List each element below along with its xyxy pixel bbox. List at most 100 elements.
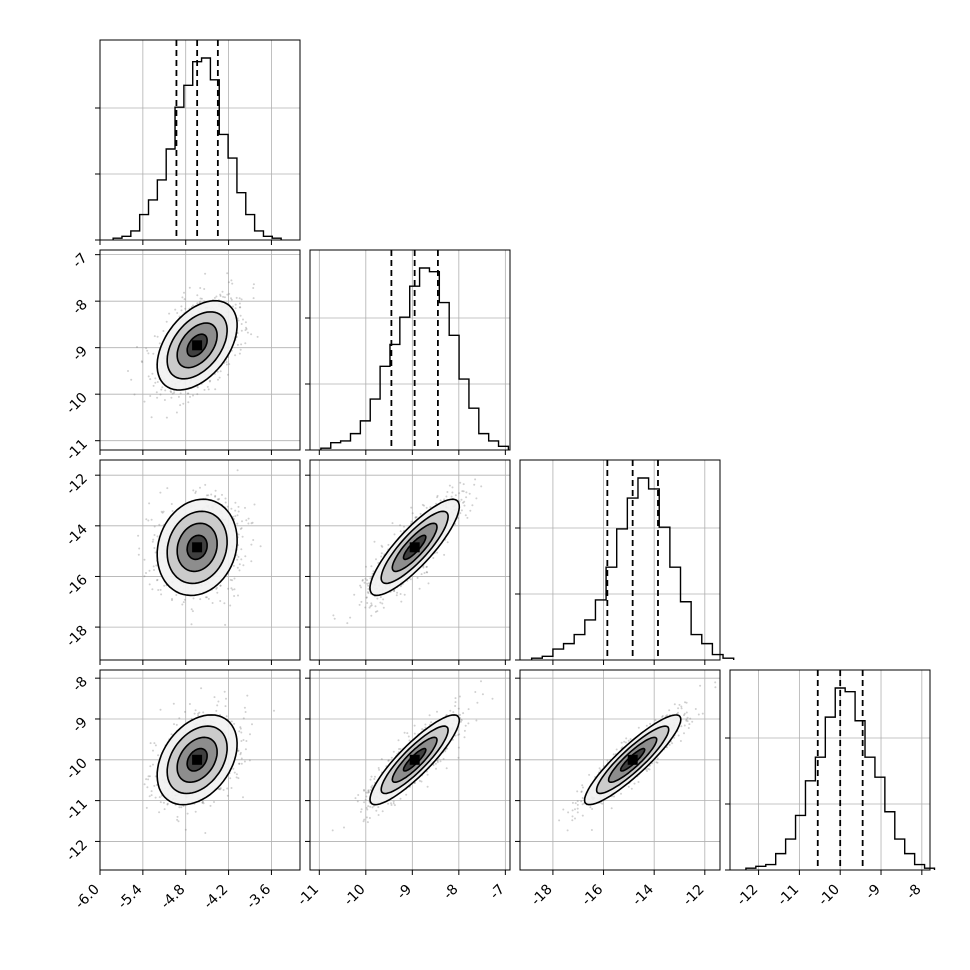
panel-1-0-sample-point [136,346,138,348]
panel-3-1-sample-point [360,808,363,811]
panel-2-1-sample-point [379,596,382,599]
panel-2-1-sample-point [364,577,367,580]
panel-2-1-sample-point [439,499,442,502]
panel-1-0-sample-point [226,272,229,275]
panel-1-0-sample-point [149,395,152,397]
panel-2-0-sample-point [137,534,140,537]
panel-1-0-sample-point [208,380,211,383]
panel-2-0-sample-point [137,553,140,556]
panel-1-0-sample-point [203,288,206,290]
panel-2-0-sample-point [230,587,233,590]
panel-3-0-sample-point [216,704,219,707]
panel-2-1-sample-point [410,520,413,523]
panel-2-1-sample-point [451,491,454,494]
panel-3-0-sample-point [242,739,245,741]
panel-1-0-sample-point [216,370,219,373]
panel-2-0-sample-point [148,583,151,586]
panel-2-0-sample-point [221,493,223,496]
panel-2-0-sample-point [147,519,150,522]
panel-2-0-sample-point [250,543,253,546]
panel-2-0-sample-point [233,595,236,597]
panel-3-1-sample-point [430,721,433,724]
panel-2-1-sample-point [372,570,375,573]
panel-1-0-sample-point [156,396,159,399]
panel-1-0-sample-point [225,363,228,366]
panel-1-0-sample-point [240,343,243,346]
panel-1-0-sample-point [149,378,152,381]
panel-1-0-sample-point [214,388,217,391]
panel-1-0-sample-point [223,296,226,299]
panel-2-1-sample-point [466,516,469,519]
panel-2-0-sample-point [231,579,234,582]
panel-2-1-sample-point [436,551,439,554]
panel-3-1-sample-point [387,759,390,762]
panel-3-0-sample-point [149,765,152,768]
panel-2-1-sample-point [400,600,403,603]
panel-2-1-sample-point [373,540,376,543]
panel-2-0-sample-point [234,501,237,504]
panel-3-0-sample-point [194,810,197,813]
panel-3-1-sample-point [491,697,494,700]
panel-1-0-sample-point [198,301,201,304]
panel-3-1-sample-point [367,805,370,808]
panel-3-0-sample-point [244,711,247,713]
panel-3-0-sample-point [233,771,236,774]
panel-1-0-sample-point [244,321,247,324]
panel-1-0-sample-point [252,297,255,300]
panel-2-0-sample-point [237,555,240,558]
panel-3-0-sample-point [217,700,220,703]
panel-3-0-sample-point [213,801,215,803]
panel-2-1-sample-point [458,492,461,495]
panel-1-0-sample-point [199,287,202,289]
panel-2-0-sample-point [239,528,242,530]
panel-3-1-sample-point [371,806,374,809]
panel-1-0-sample-point [192,394,194,397]
panel-2-1-sample-point [360,586,362,589]
panel-2-1-sample-point [380,544,383,547]
panel-1-0-sample-point [189,395,191,398]
panel-3-1-sample-point [390,756,393,759]
panel-3-0-sample-point [153,784,156,787]
panel-2-1-sample-point [364,606,367,609]
panel-3-0-sample-point [229,777,232,780]
panel-1-0-sample-point [188,286,191,289]
panel-2-1-sample-point [370,602,373,605]
panel-2-0-sample-point [247,522,250,525]
panel-1-0-sample-point [180,309,183,312]
panel-2-0-sample-point [183,598,186,601]
panel-1-0-sample-point [182,402,185,405]
panel-1-0-sample-point [183,298,186,301]
panel-2-1-sample-point [396,591,399,594]
panel-3-0-sample-point [145,806,148,809]
panel-2-0-sample-point [233,577,236,580]
panel-3-0-sample-point [200,687,203,690]
panel-2-0-sample-point [223,602,226,605]
panel-2-1-sample-point [358,603,361,606]
panel-1-0-sample-point [152,352,155,355]
panel-2-0-sample-point [158,523,161,526]
panel-2-0-sample-point [259,545,262,548]
panel-1-0-sample-point [240,323,243,325]
panel-3-1-sample-point [454,701,457,704]
panel-1-0-sample-point [200,297,203,300]
panel-2-0-sample-point [156,579,158,582]
panel-2-1-sample-point [379,601,382,604]
panel-2-1-sample-point [464,514,467,517]
panel-3-0-sample-point [204,832,207,834]
panel-3-0-sample-point [243,760,246,763]
panel-1-0-sample-point [196,302,199,305]
panel-1-0-sample-point [196,294,199,297]
panel-3-1-sample-point [445,767,448,770]
panel-2-0-sample-point [159,491,162,494]
panel-2-0-sample-point [166,487,169,490]
panel-1-0-sample-point [152,384,155,387]
panel-2-1-sample-point [391,522,394,525]
panel-3-0-sample-point [242,796,244,799]
panel-3-0-sample-point [150,790,153,793]
panel-2-1-sample-point [475,497,478,500]
panel-3-1-sample-point [442,757,445,760]
panel-2-0-sample-point [182,601,185,604]
histogram-1 [320,267,510,450]
panel-2-1-sample-point [399,524,402,527]
panel-3-1-sample-point [365,795,368,798]
